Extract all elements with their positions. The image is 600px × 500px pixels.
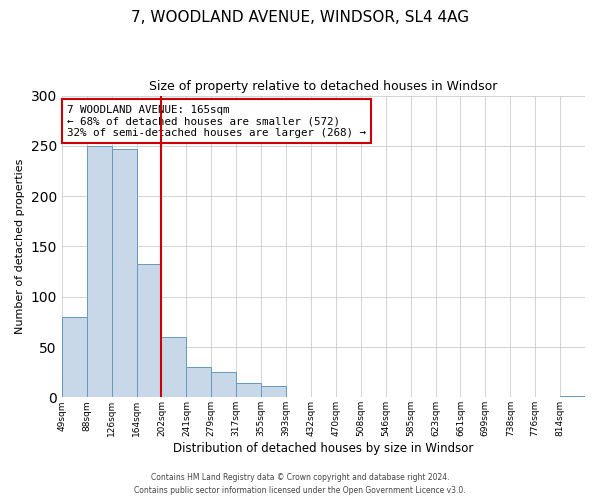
- Text: 7, WOODLAND AVENUE, WINDSOR, SL4 4AG: 7, WOODLAND AVENUE, WINDSOR, SL4 4AG: [131, 10, 469, 25]
- Bar: [187, 367, 211, 398]
- Title: Size of property relative to detached houses in Windsor: Size of property relative to detached ho…: [149, 80, 497, 93]
- Text: 7 WOODLAND AVENUE: 165sqm
← 68% of detached houses are smaller (572)
32% of semi: 7 WOODLAND AVENUE: 165sqm ← 68% of detac…: [67, 104, 366, 138]
- X-axis label: Distribution of detached houses by size in Windsor: Distribution of detached houses by size …: [173, 442, 473, 455]
- Bar: [87, 146, 112, 398]
- Bar: [261, 386, 286, 398]
- Y-axis label: Number of detached properties: Number of detached properties: [15, 158, 25, 334]
- Bar: [211, 372, 236, 398]
- Text: Contains HM Land Registry data © Crown copyright and database right 2024.
Contai: Contains HM Land Registry data © Crown c…: [134, 474, 466, 495]
- Bar: [62, 317, 87, 398]
- Bar: [236, 383, 261, 398]
- Bar: [560, 396, 585, 398]
- Bar: [112, 149, 137, 398]
- Bar: [161, 337, 187, 398]
- Bar: [137, 264, 161, 398]
